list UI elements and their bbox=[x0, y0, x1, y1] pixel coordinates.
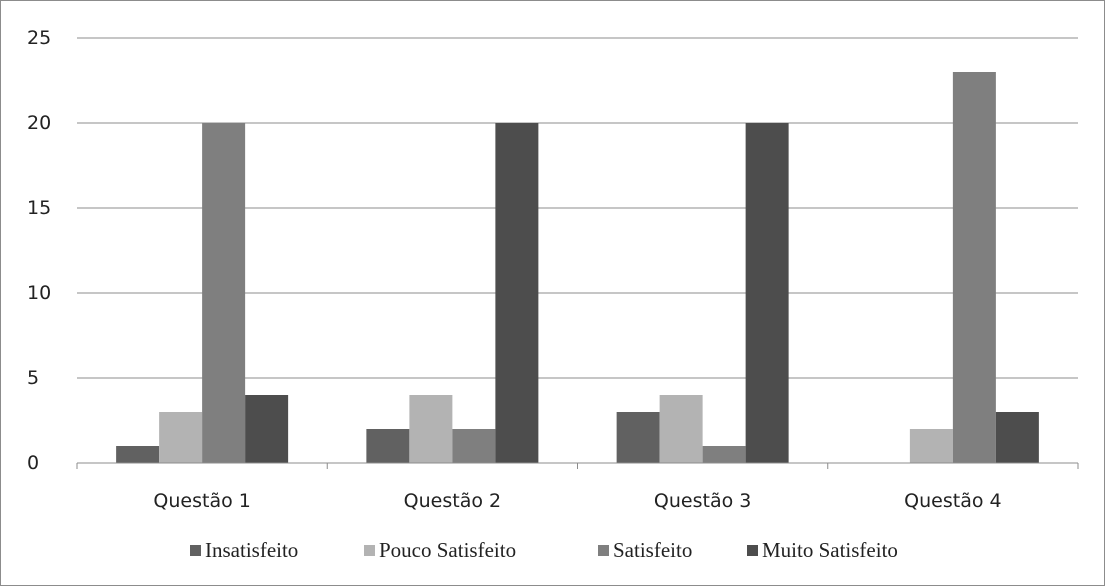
x-tick-label: Questão 3 bbox=[654, 490, 751, 512]
legend-label: Pouco Satisfeito bbox=[379, 538, 516, 562]
bar bbox=[245, 395, 289, 463]
legend-swatch bbox=[364, 545, 375, 556]
bar bbox=[702, 446, 746, 463]
x-axis-ticks: Questão 1 Questão 2 Questão 3 Questão 4 bbox=[153, 490, 1001, 512]
bar bbox=[616, 412, 660, 463]
bar bbox=[952, 72, 996, 463]
y-axis-ticks: 0 5 10 15 20 25 bbox=[27, 27, 51, 474]
bar bbox=[116, 446, 160, 463]
x-axis bbox=[76, 462, 1079, 469]
x-tick-label: Questão 2 bbox=[404, 490, 501, 512]
bar bbox=[452, 429, 496, 463]
legend-swatch bbox=[747, 545, 758, 556]
legend-swatch bbox=[598, 545, 609, 556]
bar bbox=[495, 123, 539, 463]
x-tick-label: Questão 4 bbox=[904, 490, 1001, 512]
bar bbox=[659, 395, 703, 463]
y-tick-label: 15 bbox=[27, 197, 51, 219]
bar bbox=[745, 123, 789, 463]
bar bbox=[995, 412, 1039, 463]
bar bbox=[159, 412, 203, 463]
bar bbox=[202, 123, 246, 463]
legend-label: Satisfeito bbox=[613, 538, 692, 562]
y-tick-label: 0 bbox=[27, 452, 39, 474]
bar bbox=[366, 429, 410, 463]
bar bbox=[409, 395, 453, 463]
legend-label: Muito Satisfeito bbox=[762, 538, 898, 562]
bars bbox=[116, 72, 1039, 463]
y-tick-label: 10 bbox=[27, 282, 51, 304]
y-tick-label: 20 bbox=[27, 112, 51, 134]
legend-label: Insatisfeito bbox=[205, 538, 298, 562]
y-tick-label: 25 bbox=[27, 27, 51, 49]
x-tick-label: Questão 1 bbox=[153, 490, 250, 512]
bar bbox=[909, 429, 953, 463]
legend-swatch bbox=[190, 545, 201, 556]
legend: Insatisfeito Pouco Satisfeito Satisfeito Mu… bbox=[190, 538, 898, 562]
y-tick-label: 5 bbox=[27, 367, 39, 389]
